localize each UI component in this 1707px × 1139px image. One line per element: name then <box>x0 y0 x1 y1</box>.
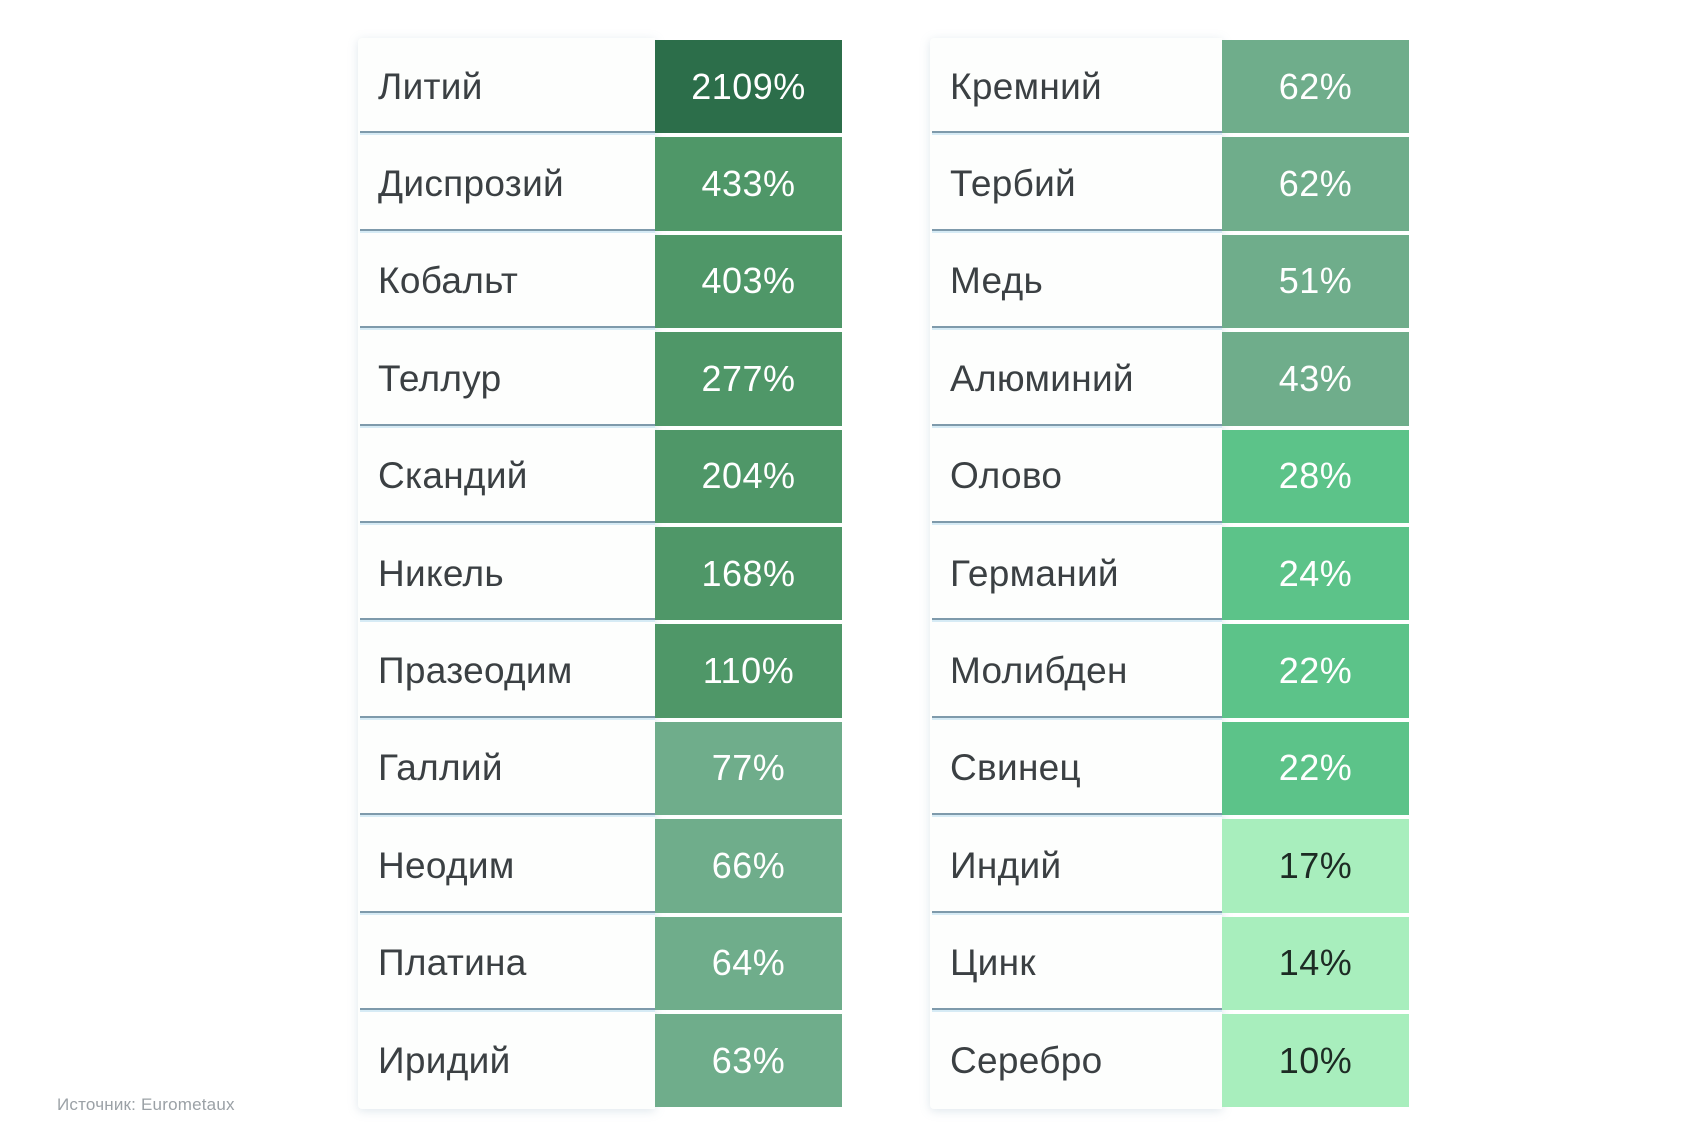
metal-row-label: Диспрозий <box>358 135 655 234</box>
metal-value-cell: 110% <box>655 624 842 718</box>
metal-value-slot: 62% <box>1222 135 1409 232</box>
metal-value-cell: 22% <box>1222 624 1409 718</box>
metal-row-label: Никель <box>358 525 655 623</box>
metal-row-label: Неодим <box>358 817 655 915</box>
metal-row-label: Серебро <box>950 1039 1103 1081</box>
metal-row-label: Кобальт <box>358 233 655 331</box>
metal-value-cell: 2109% <box>655 40 842 134</box>
metal-value-cell: 28% <box>1222 429 1409 523</box>
metal-row-label: Теллур <box>358 330 655 428</box>
metal-value-slot: 17% <box>1222 817 1409 914</box>
metal-row-label: Олово <box>930 428 1222 526</box>
metal-value-slot: 64% <box>655 915 842 1012</box>
metal-value-cell: 66% <box>655 819 842 913</box>
metal-value-cell: 14% <box>1222 916 1409 1010</box>
metal-value-cell: 63% <box>655 1013 842 1108</box>
metal-row-label: Празеодим <box>358 622 655 721</box>
metal-value-slot: 51% <box>1222 233 1409 330</box>
metal-value-slot: 62% <box>1222 38 1409 135</box>
metal-value-slot: 22% <box>1222 622 1409 719</box>
metal-value-cell: 24% <box>1222 526 1409 621</box>
metal-value-cell: 43% <box>1222 332 1409 426</box>
metal-row-label: Алюминий <box>930 330 1222 428</box>
metal-value-slot: 2109% <box>655 38 842 135</box>
metal-row-label: Индий <box>930 817 1222 915</box>
metal-value-slot: 168% <box>655 525 842 622</box>
metal-value-cell: 10% <box>1222 1013 1409 1108</box>
metal-row-label: Галлий <box>358 720 655 818</box>
metal-value-slot: 403% <box>655 233 842 330</box>
metals-table-right: Кремний Тербий Медь Алюминий Олово Германий Мо… <box>930 38 1409 1110</box>
metal-value-cell: 64% <box>655 916 842 1010</box>
metal-row-label: Скандий <box>358 428 655 526</box>
metal-row-label: Кремний <box>930 38 1222 136</box>
metal-value-slot: 22% <box>1222 720 1409 817</box>
metal-value-slot: 433% <box>655 135 842 232</box>
metal-value-cell: 62% <box>1222 40 1409 134</box>
metal-value-slot: 63% <box>655 1012 842 1109</box>
metal-value-cell: 433% <box>655 137 842 231</box>
metal-labels-column-right: Кремний Тербий Медь Алюминий Олово Германий Мо… <box>930 38 1222 1110</box>
metal-value-slot: 66% <box>655 817 842 914</box>
metal-row-label: Германий <box>930 525 1222 623</box>
metal-value-slot: 277% <box>655 330 842 427</box>
metal-value-slot: 10% <box>1222 1012 1409 1109</box>
metal-value-slot: 14% <box>1222 915 1409 1012</box>
metal-value-slot: 43% <box>1222 330 1409 427</box>
metal-value-slot: 24% <box>1222 525 1409 622</box>
metal-value-cell: 204% <box>655 429 842 523</box>
metal-value-slot: 77% <box>655 720 842 817</box>
metal-value-cell: 22% <box>1222 721 1409 816</box>
metal-row-label: Молибден <box>930 622 1222 721</box>
metal-value-cell: 168% <box>655 526 842 621</box>
metal-value-cell: 77% <box>655 721 842 816</box>
metal-row-label: Медь <box>930 233 1222 331</box>
metal-row-label: Литий <box>358 38 655 136</box>
metal-value-cell: 62% <box>1222 137 1409 231</box>
metal-row-label: Иридий <box>378 1039 511 1081</box>
metal-row-label: Тербий <box>930 135 1222 234</box>
metal-row-label: Платина <box>358 915 655 1013</box>
metal-row-label: Свинец <box>930 720 1222 818</box>
metal-values-column-left: 2109% 433% 403% 277% 204% 168% 110% 77% 66% 64% 63… <box>655 38 842 1109</box>
metal-value-slot: 28% <box>1222 428 1409 525</box>
metal-value-cell: 277% <box>655 332 842 426</box>
metal-value-slot: 110% <box>655 622 842 719</box>
metal-value-slot: 204% <box>655 428 842 525</box>
metal-labels-column-left: Литий Диспрозий Кобальт Теллур Скандий Никель… <box>358 38 655 1110</box>
metal-values-column-right: 62% 62% 51% 43% 28% 24% 22% 22% 17% 14% 10% <box>1222 38 1409 1109</box>
metal-value-cell: 17% <box>1222 819 1409 913</box>
metal-row-label: Цинк <box>930 915 1222 1013</box>
metal-value-cell: 403% <box>655 234 842 329</box>
source-note: Источник: Eurometaux <box>57 1095 235 1114</box>
metals-table-left: Литий Диспрозий Кобальт Теллур Скандий Никель… <box>358 38 842 1110</box>
metal-value-cell: 51% <box>1222 234 1409 329</box>
